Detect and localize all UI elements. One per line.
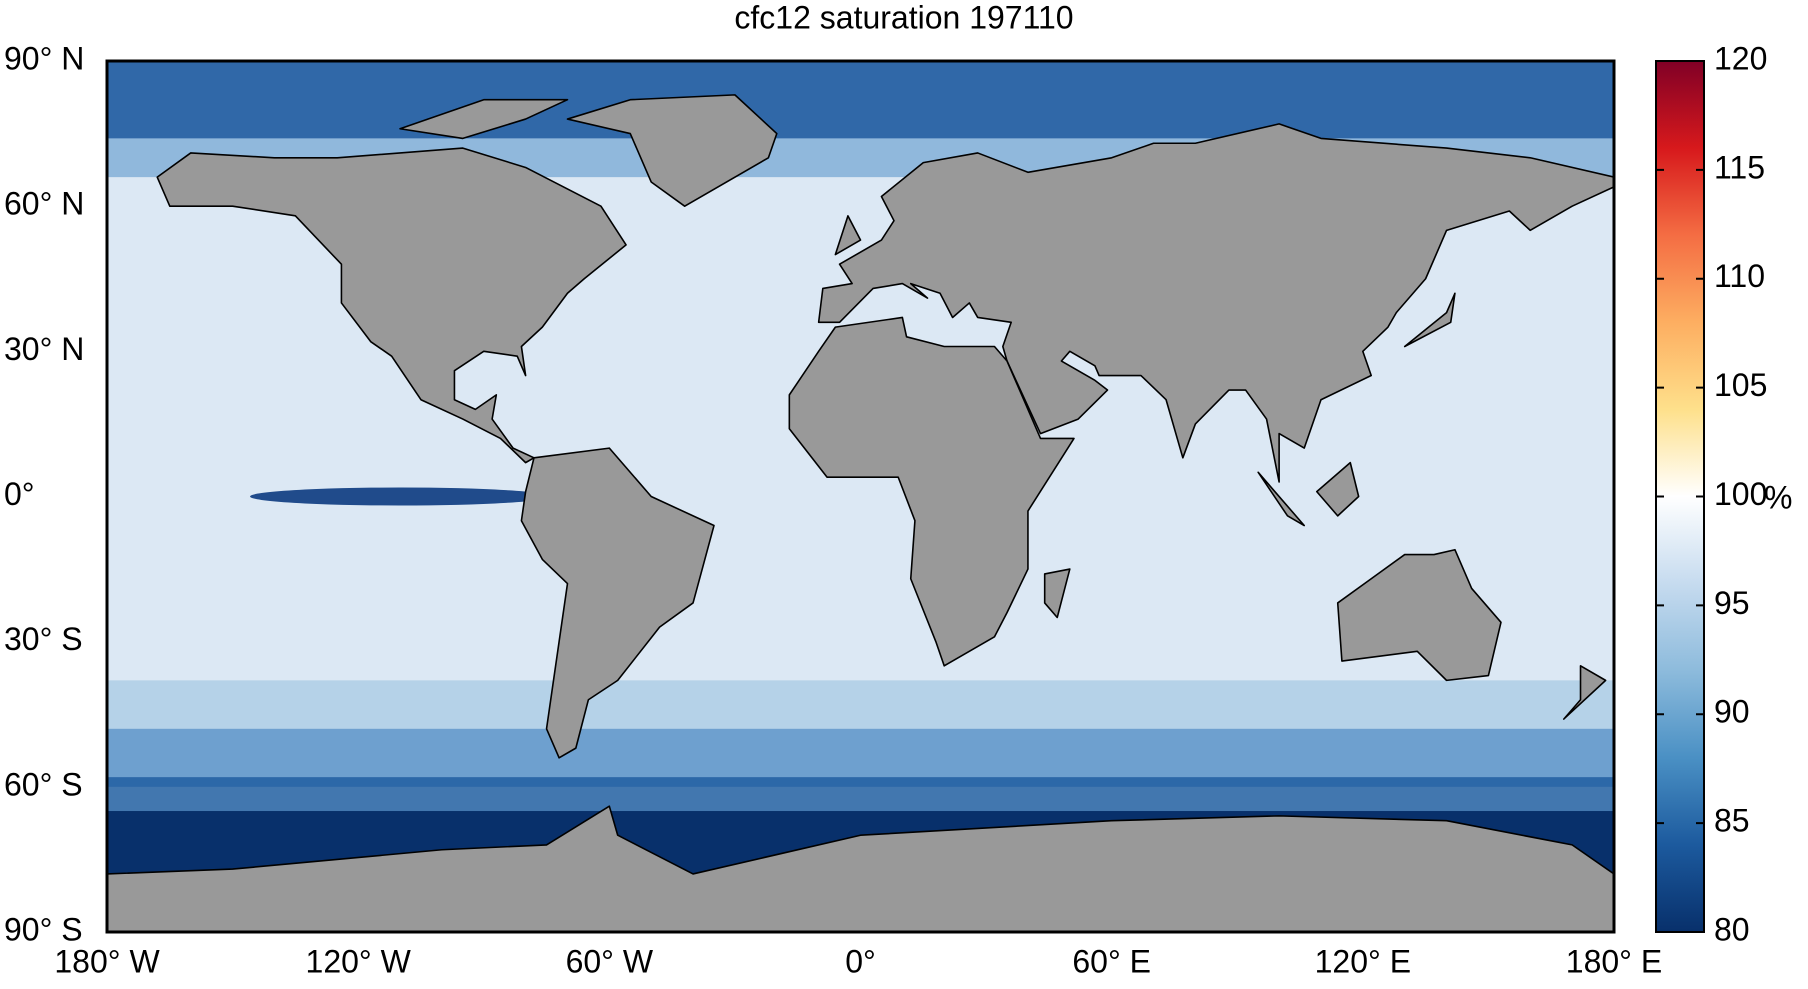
colorbar-tick-label: 80 <box>1714 911 1750 947</box>
colorbar-tick-label: 85 <box>1714 803 1750 839</box>
lon-tick-label: 60° E <box>1072 943 1151 979</box>
landmass <box>1043 568 1071 619</box>
landmass <box>788 316 1075 667</box>
landmass <box>1257 471 1306 527</box>
landmass <box>834 215 862 256</box>
landmass <box>1315 461 1360 517</box>
colorbar-tick-label: 110 <box>1714 258 1765 294</box>
equatorial-streak <box>250 487 551 506</box>
ocean-shade <box>107 61 1614 139</box>
lat-tick-label: 60° N <box>4 186 84 222</box>
colorbar-tick-label: 90 <box>1714 694 1750 730</box>
landmass <box>107 805 1614 932</box>
landmass <box>399 98 569 140</box>
landmass <box>1336 548 1502 682</box>
lon-tick-label: 180° E <box>1566 943 1662 979</box>
lat-tick-label: 30° N <box>4 331 84 367</box>
lat-tick-label: 90° S <box>4 911 83 947</box>
landmass <box>566 94 778 207</box>
colorbar-tick-label: 105 <box>1714 367 1767 403</box>
colorbar-unit: % <box>1764 479 1792 515</box>
ocean-shade <box>107 728 1614 787</box>
ocean-shade <box>107 777 1614 816</box>
landmass <box>520 447 715 759</box>
lon-tick-label: 0° <box>845 943 876 979</box>
landmass <box>1562 665 1607 720</box>
lon-tick-label: 120° E <box>1315 943 1411 979</box>
lat-tick-label: 0° <box>4 476 35 512</box>
map-frame <box>105 59 1616 934</box>
landmass <box>817 123 1614 483</box>
lon-tick-label: 60° W <box>566 943 654 979</box>
colorbar-tick-label: 115 <box>1714 149 1765 185</box>
colorbar-tick-label: 100 <box>1714 476 1767 512</box>
lat-tick-label: 90° N <box>4 40 84 76</box>
landmass <box>1403 292 1456 348</box>
lat-tick-label: 60° S <box>4 766 83 802</box>
colorbar-tick-label: 95 <box>1714 585 1750 621</box>
lon-tick-label: 120° W <box>306 943 412 979</box>
ocean-shade <box>107 680 1614 729</box>
lon-tick-label: 180° W <box>54 943 160 979</box>
colorbar-tick-label: 120 <box>1714 40 1767 76</box>
landmass <box>156 147 627 464</box>
lat-tick-label: 30° S <box>4 621 83 657</box>
map-title: cfc12 saturation 197110 <box>734 0 1073 35</box>
map-area <box>107 61 1614 932</box>
